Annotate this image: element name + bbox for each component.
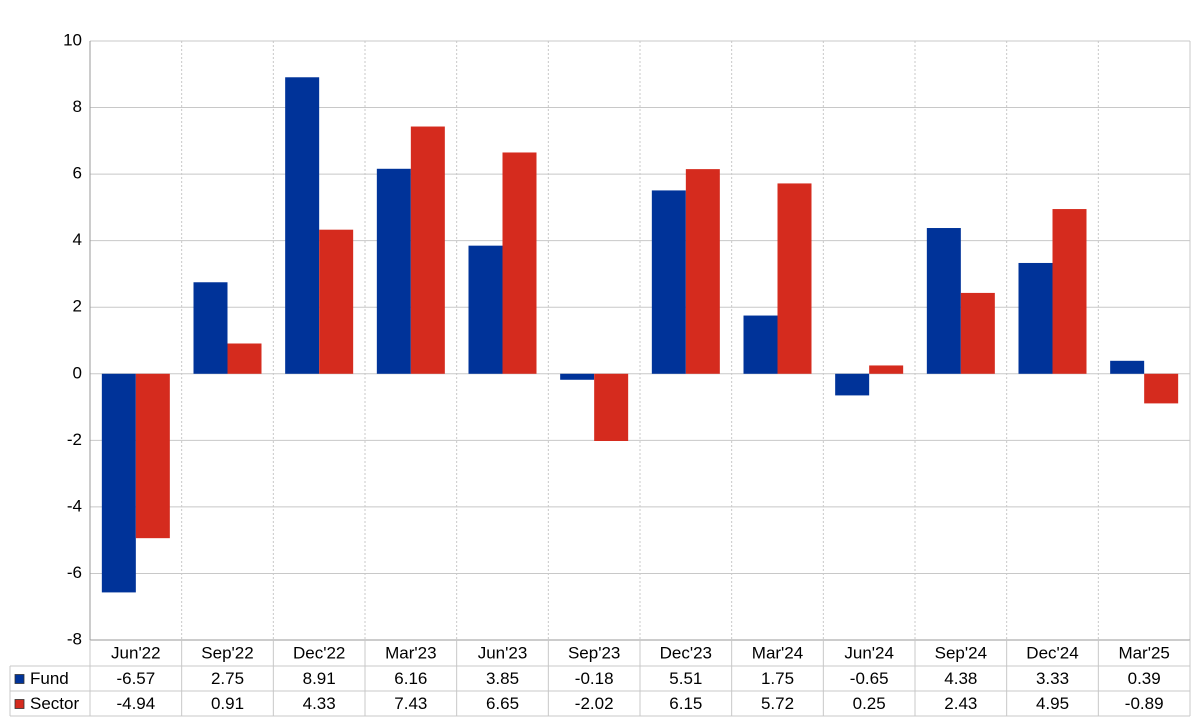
table-value: 0.91	[211, 694, 244, 713]
bar	[685, 169, 720, 374]
table-value: 5.51	[669, 669, 702, 688]
y-tick-label: 8	[73, 97, 82, 116]
table-value: 2.75	[211, 669, 244, 688]
table-value: 8.91	[303, 669, 336, 688]
bar	[835, 373, 870, 396]
table-value: -0.18	[575, 669, 614, 688]
x-tick-label: Dec'23	[660, 643, 712, 662]
legend-label: Sector	[30, 694, 79, 713]
y-tick-label: -6	[67, 563, 82, 582]
table-value: 0.39	[1128, 669, 1161, 688]
x-tick-label: Sep'22	[201, 643, 253, 662]
bar	[743, 315, 778, 374]
y-tick-label: -8	[67, 629, 82, 648]
x-tick-label: Sep'23	[568, 643, 620, 662]
x-tick-label: Jun'22	[111, 643, 161, 662]
bar	[376, 168, 411, 374]
y-tick-label: 4	[73, 230, 82, 249]
x-tick-label: Jun'24	[844, 643, 894, 662]
table-value: 6.16	[394, 669, 427, 688]
y-tick-label: -2	[67, 430, 82, 449]
table-value: -2.02	[575, 694, 614, 713]
x-tick-label: Jun'23	[478, 643, 528, 662]
table-value: 0.25	[853, 694, 886, 713]
table-value: 6.15	[669, 694, 702, 713]
table-value: -6.57	[116, 669, 155, 688]
legend-swatch	[14, 699, 25, 709]
x-tick-label: Sep'24	[935, 643, 987, 662]
bar	[1052, 209, 1087, 374]
bar	[502, 152, 537, 374]
table-value: 3.85	[486, 669, 519, 688]
table-value: -0.65	[850, 669, 889, 688]
bar	[468, 245, 503, 374]
table-value: 1.75	[761, 669, 794, 688]
table-value: 4.38	[944, 669, 977, 688]
bar	[1110, 360, 1145, 374]
table-value: 4.33	[303, 694, 336, 713]
table-value: -0.89	[1125, 694, 1164, 713]
x-tick-label: Dec'24	[1026, 643, 1078, 662]
bar	[1018, 262, 1053, 374]
bar	[560, 373, 595, 380]
bar	[135, 373, 170, 539]
bar	[960, 292, 995, 374]
bar	[1144, 373, 1179, 404]
bar	[869, 365, 904, 374]
table-value: 4.95	[1036, 694, 1069, 713]
y-tick-label: 6	[73, 164, 82, 183]
table-value: 6.65	[486, 694, 519, 713]
x-tick-label: Mar'23	[385, 643, 436, 662]
legend-label: Fund	[30, 669, 69, 688]
bar	[651, 190, 686, 374]
bar	[193, 282, 228, 374]
y-tick-label: 2	[73, 297, 82, 316]
bar	[285, 77, 320, 374]
legend-swatch	[14, 674, 25, 684]
bar	[777, 183, 812, 374]
x-tick-label: Mar'24	[752, 643, 803, 662]
table-value: -4.94	[116, 694, 155, 713]
y-tick-label: 10	[63, 30, 82, 49]
table-value: 3.33	[1036, 669, 1069, 688]
bar	[319, 229, 354, 374]
y-tick-label: -4	[67, 496, 82, 515]
table-value: 7.43	[394, 694, 427, 713]
x-tick-label: Mar'25	[1118, 643, 1169, 662]
bar	[227, 343, 262, 374]
bar	[410, 126, 445, 374]
bar	[101, 373, 136, 593]
table-value: 5.72	[761, 694, 794, 713]
bar	[926, 228, 961, 374]
bar	[594, 373, 629, 441]
y-tick-label: 0	[73, 363, 82, 382]
table-value: 2.43	[944, 694, 977, 713]
x-tick-label: Dec'22	[293, 643, 345, 662]
